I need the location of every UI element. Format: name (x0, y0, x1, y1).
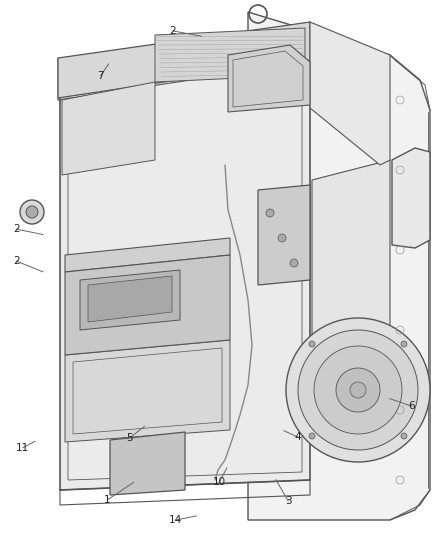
Circle shape (20, 200, 44, 224)
Text: 4: 4 (294, 432, 301, 442)
Text: 1: 1 (104, 495, 111, 505)
Polygon shape (392, 148, 430, 248)
Circle shape (350, 382, 366, 398)
Polygon shape (65, 340, 230, 442)
Circle shape (336, 368, 380, 412)
Circle shape (401, 433, 407, 439)
Text: 5: 5 (126, 433, 133, 443)
Circle shape (298, 330, 418, 450)
Circle shape (290, 259, 298, 267)
Text: 14: 14 (169, 515, 182, 525)
Circle shape (286, 318, 430, 462)
Text: 2: 2 (13, 256, 20, 266)
Circle shape (309, 341, 315, 347)
Text: 2: 2 (13, 224, 20, 234)
Polygon shape (88, 276, 172, 322)
Text: 7: 7 (97, 71, 104, 80)
Text: 10: 10 (212, 478, 226, 487)
Polygon shape (310, 22, 390, 165)
Circle shape (26, 206, 38, 218)
Text: 6: 6 (408, 401, 415, 411)
Polygon shape (65, 255, 230, 355)
Polygon shape (58, 22, 310, 98)
Polygon shape (258, 185, 310, 285)
Polygon shape (155, 28, 305, 82)
Polygon shape (62, 82, 155, 175)
Text: 11: 11 (16, 443, 29, 453)
Polygon shape (248, 12, 430, 520)
Circle shape (401, 341, 407, 347)
Circle shape (309, 433, 315, 439)
Circle shape (278, 234, 286, 242)
Text: 2: 2 (170, 26, 177, 36)
Polygon shape (80, 270, 180, 330)
Polygon shape (60, 25, 310, 490)
Text: 3: 3 (285, 496, 292, 506)
Polygon shape (312, 160, 390, 355)
Circle shape (266, 209, 274, 217)
Polygon shape (228, 45, 310, 112)
Polygon shape (65, 238, 230, 272)
Circle shape (314, 346, 402, 434)
Polygon shape (110, 432, 185, 495)
